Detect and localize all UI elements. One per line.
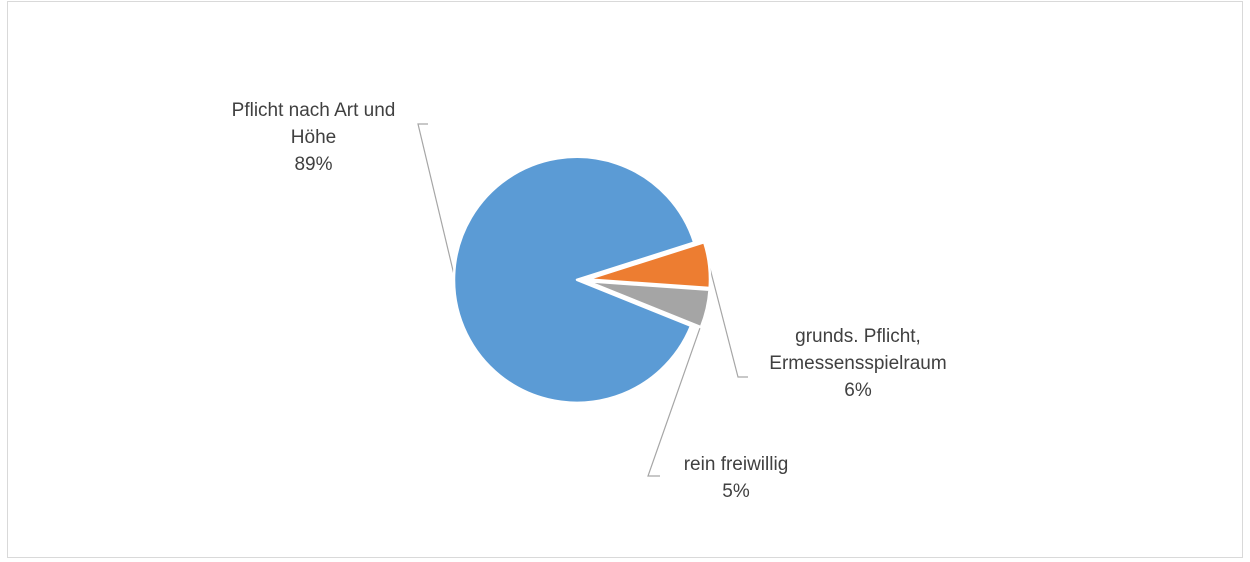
data-label-percent: 89%: [294, 154, 333, 175]
leader-line-ermessensspielraum: [708, 264, 748, 378]
pie-slice-pflicht: [452, 155, 696, 405]
data-label-percent: 6%: [844, 380, 872, 401]
data-label-name-line: grunds. Pflicht,: [795, 326, 921, 347]
data-label-name-line: Höhe: [290, 127, 337, 148]
pie-slice-ermessensspielraum: [585, 240, 712, 290]
data-label-name-line: rein freiwillig: [683, 454, 789, 475]
leader-lines: [417, 123, 748, 477]
chart-area: Pflicht nach Art und Höhe 89% grunds. Pf…: [7, 1, 1243, 558]
leader-line-pflicht: [417, 123, 455, 276]
data-label-percent: 5%: [722, 481, 750, 502]
leader-line-freiwillig: [647, 308, 708, 477]
pie-slices: [452, 155, 712, 405]
data-label-pflicht: Pflicht nach Art und Höhe 89%: [206, 97, 421, 178]
pie-chart: [417, 123, 748, 477]
data-label-ermessensspielraum: grunds. Pflicht, Ermessensspielraum 6%: [738, 323, 978, 404]
data-label-freiwillig: rein freiwillig 5%: [661, 451, 811, 505]
data-label-name-line: Ermessensspielraum: [769, 353, 947, 374]
pie-slice-freiwillig: [585, 279, 711, 329]
data-label-name-line: Pflicht nach Art und: [231, 100, 396, 121]
